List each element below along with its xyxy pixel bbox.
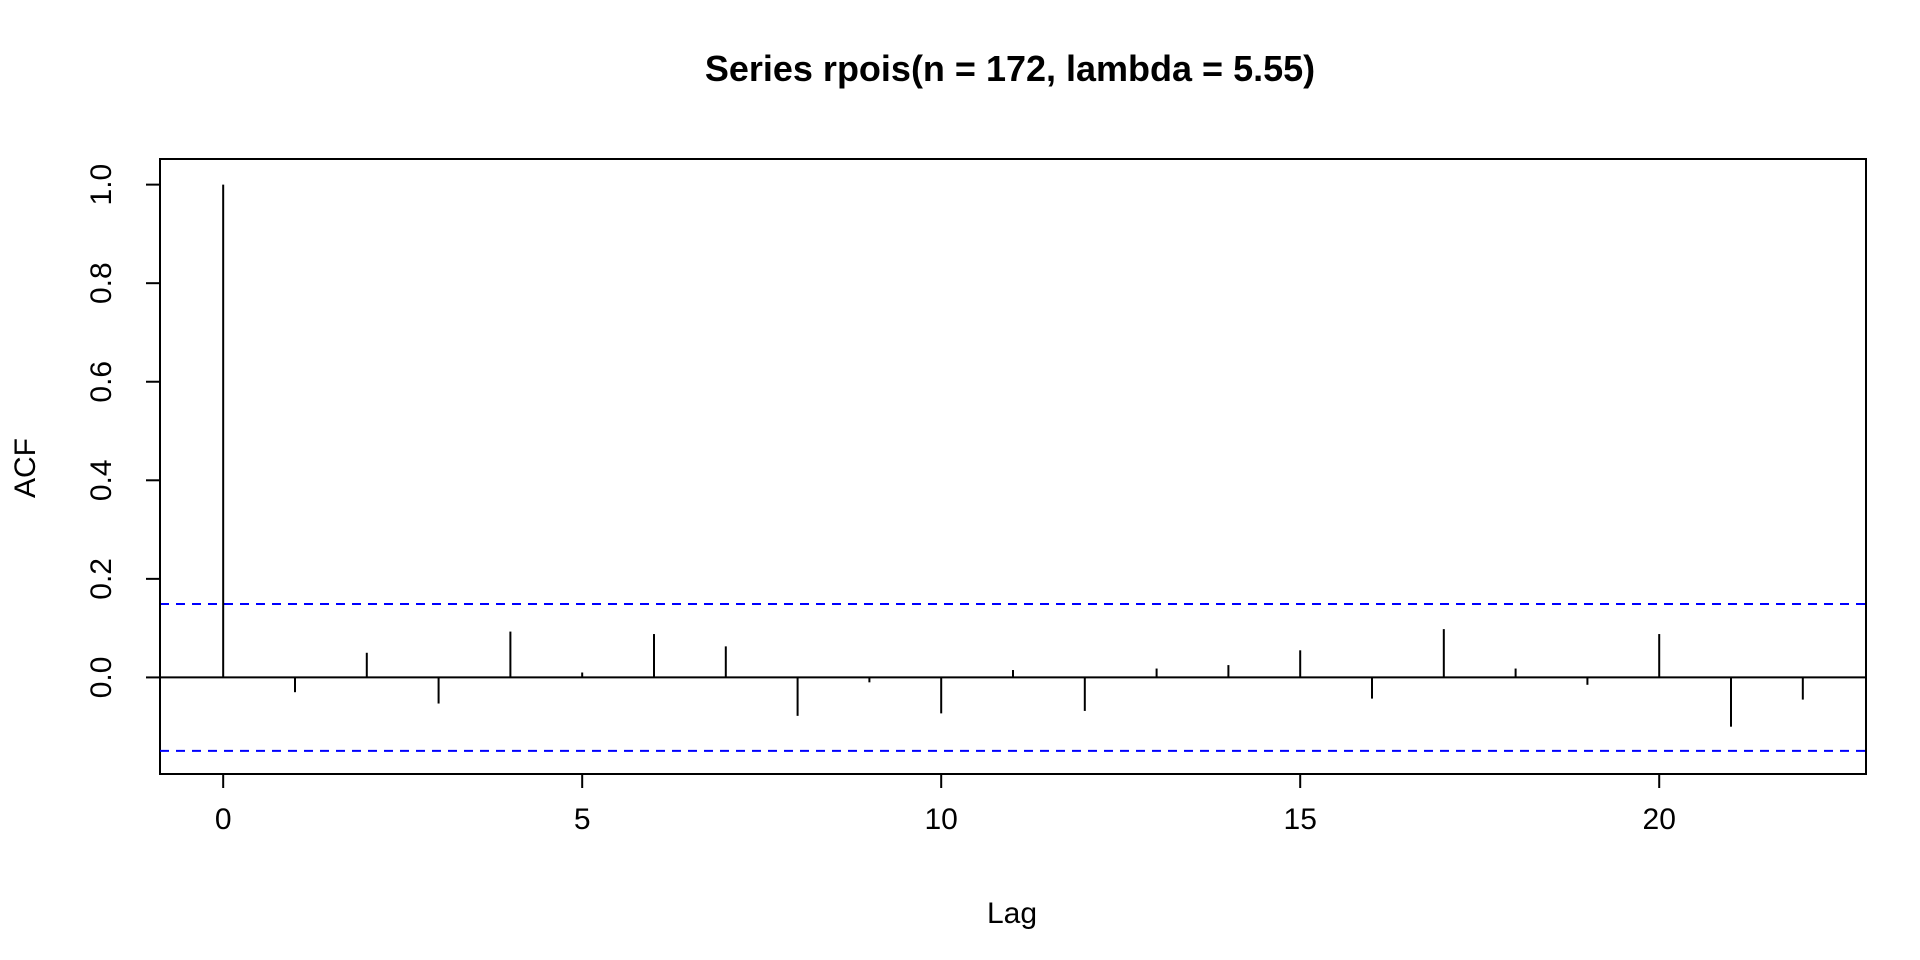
x-tick-label: 20 — [1643, 803, 1676, 836]
y-tick-label: 0.8 — [85, 262, 118, 304]
plot-area: 0 5 10 15 20 0.0 0.2 0.4 0.6 0.8 1.0 — [85, 158, 1867, 836]
x-tick-label: 15 — [1284, 803, 1317, 836]
y-tick-label: 1.0 — [85, 164, 118, 206]
plot-frame — [159, 158, 1867, 775]
x-tick-label: 0 — [215, 803, 232, 836]
x-axis-label: Lag — [987, 897, 1037, 930]
chart-title: Series rpois(n = 172, lambda = 5.55) — [705, 48, 1315, 89]
y-tick-label: 0.6 — [85, 361, 118, 403]
x-tick-label: 5 — [574, 803, 591, 836]
y-tick-label: 0.0 — [85, 657, 118, 699]
y-tick-label: 0.4 — [85, 459, 118, 501]
y-axis-label: ACF — [9, 438, 42, 498]
y-tick-label: 0.2 — [85, 558, 118, 600]
x-tick-label: 10 — [925, 803, 958, 836]
